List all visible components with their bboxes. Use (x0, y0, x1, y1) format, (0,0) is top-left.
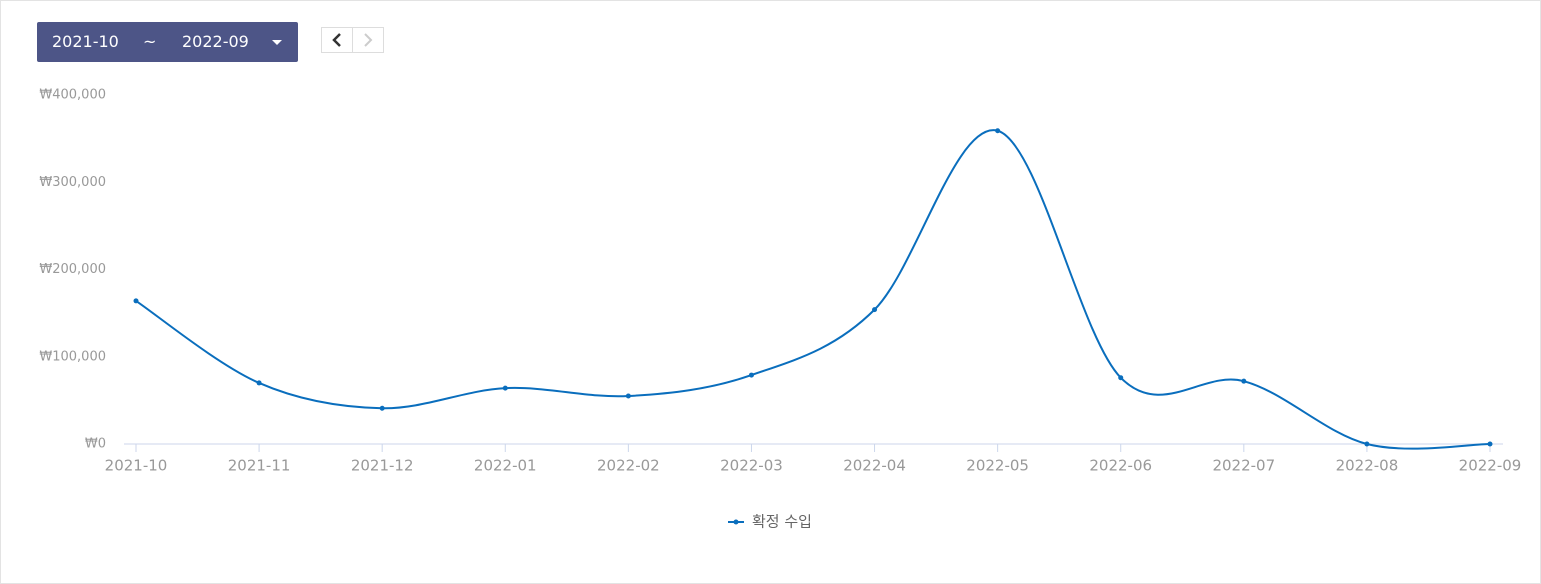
x-tick-label: 2022-05 (966, 457, 1029, 475)
point (1364, 441, 1370, 447)
y-tick-label: ₩0 (85, 437, 106, 452)
point (1241, 378, 1247, 384)
point (995, 128, 1001, 134)
separator: ~ (143, 32, 157, 51)
x-tick-label: 2022-01 (474, 457, 537, 475)
prev-icon (332, 33, 341, 47)
next-icon (364, 33, 373, 47)
point (625, 393, 631, 399)
y-tick-label: ₩200,000 (39, 262, 106, 277)
y-tick-label: ₩100,000 (39, 349, 106, 364)
point (1487, 441, 1493, 447)
point (748, 372, 754, 378)
date-range-picker[interactable]: 2021-10 ~ 2022-09 (37, 22, 298, 62)
x-tick-label: 2021-12 (351, 457, 414, 475)
point (1118, 375, 1124, 381)
x-tick-label: 2021-10 (105, 457, 168, 475)
line (135, 129, 1491, 450)
x-tick-label: 2022-09 (1459, 457, 1522, 475)
x-tick-label: 2022-04 (843, 457, 906, 475)
x-tick-label: 2022-03 (720, 457, 783, 475)
point (133, 298, 139, 304)
x-tick-label: 2022-08 (1336, 457, 1399, 475)
legend-label: 확정 수입 (752, 513, 812, 531)
point (379, 405, 385, 411)
x-tick-label: 2022-07 (1212, 457, 1275, 475)
y-tick-label: ₩400,000 (39, 88, 106, 103)
end-month: 2022-09 (182, 32, 249, 51)
x-tick-label: 2022-02 (597, 457, 660, 475)
next-button[interactable] (352, 27, 384, 53)
dropdown-caret (272, 40, 282, 45)
start-month: 2021-10 (52, 32, 119, 51)
point (256, 380, 262, 386)
point (872, 307, 878, 313)
x-tick-label: 2022-06 (1089, 457, 1152, 475)
point (502, 385, 508, 391)
x-tick-label: 2021-11 (228, 457, 291, 475)
y-tick-label: ₩300,000 (39, 175, 106, 190)
legend-dot (733, 519, 739, 525)
